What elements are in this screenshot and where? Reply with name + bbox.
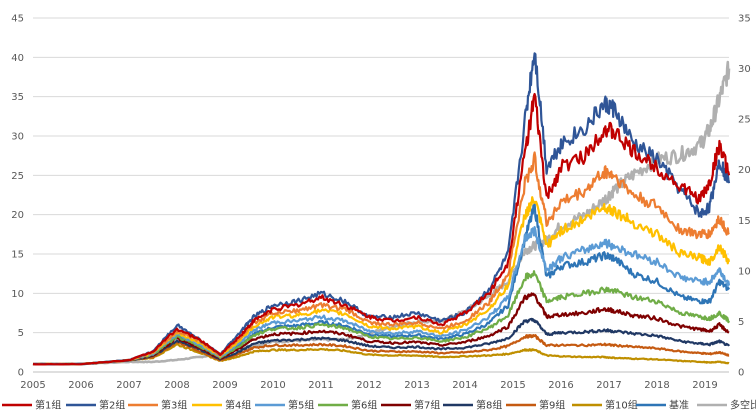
y-tick-label: 30 <box>11 132 24 143</box>
y-tick-label: 35 <box>11 92 24 103</box>
y-tick-label: 0 <box>18 368 24 379</box>
x-tick-label: 2019 <box>692 380 717 391</box>
y-tick-label: 5 <box>18 328 24 339</box>
y-tick-label: 15 <box>11 250 24 261</box>
legend-label: 第4组 <box>225 399 251 412</box>
y2-tick-label: 0 <box>738 368 744 379</box>
y2-tick-label: 30 <box>738 64 751 75</box>
series-line-第1组 <box>32 92 731 366</box>
series-line-第2组 <box>32 52 731 366</box>
x-tick-label: 2018 <box>644 380 669 391</box>
x-tick-label: 2008 <box>164 380 189 391</box>
y2-tick-label: 25 <box>738 115 751 126</box>
y2-tick-label: 5 <box>738 317 744 328</box>
legend-label: 基准 <box>669 399 689 412</box>
legend-label: 第7组 <box>414 399 440 412</box>
legend-label: 第3组 <box>161 399 187 412</box>
x-tick-label: 2016 <box>548 380 573 391</box>
x-axis: 2005 2006 2007 2008 2009 2010 2011 2012 2013 2014… <box>20 380 717 391</box>
series-line-基准 <box>33 201 730 366</box>
y2-tick-label: 10 <box>738 266 751 277</box>
y2-tick-label: 20 <box>738 165 751 176</box>
series-lines <box>32 52 731 366</box>
x-tick-label: 2015 <box>500 380 525 391</box>
legend-label: 第1组 <box>35 399 61 412</box>
y-tick-label: 25 <box>11 171 24 182</box>
legend-label: 多空比价 <box>730 399 756 412</box>
x-tick-label: 2007 <box>116 380 141 391</box>
y-tick-label: 10 <box>11 289 24 300</box>
series-line-第4组 <box>33 196 731 366</box>
x-tick-label: 2017 <box>596 380 621 391</box>
x-tick-label: 2005 <box>20 380 45 391</box>
y-tick-label: 40 <box>11 53 24 64</box>
x-tick-label: 2010 <box>260 380 285 391</box>
legend: 第1组 第2组 第3组 第4组 第5组 第6组 第7组 第8组 第9组 第10组 基准 多空比价 <box>2 399 756 412</box>
legend-label: 第9组 <box>539 399 565 412</box>
x-tick-label: 2011 <box>308 380 333 391</box>
right-y-axis: 0 5 10 15 20 25 30 35 <box>738 14 751 379</box>
series-line-第9组 <box>32 334 730 366</box>
gridlines <box>33 17 729 373</box>
legend-label: 第10组 <box>605 399 638 412</box>
x-tick-label: 2009 <box>212 380 237 391</box>
y-tick-label: 45 <box>11 14 24 25</box>
legend-label: 第5组 <box>288 399 314 412</box>
x-tick-label: 2006 <box>68 380 93 391</box>
x-tick-label: 2012 <box>356 380 381 391</box>
left-y-axis: 0 5 10 15 20 25 30 35 40 45 <box>11 14 24 379</box>
legend-label: 第8组 <box>476 399 502 412</box>
y2-tick-label: 15 <box>738 216 751 227</box>
x-tick-label: 2014 <box>452 380 477 391</box>
legend-label: 第2组 <box>99 399 125 412</box>
x-tick-label: 2013 <box>404 380 429 391</box>
y2-tick-label: 35 <box>738 14 751 25</box>
legend-label: 第6组 <box>351 399 377 412</box>
y-tick-label: 20 <box>11 210 24 221</box>
